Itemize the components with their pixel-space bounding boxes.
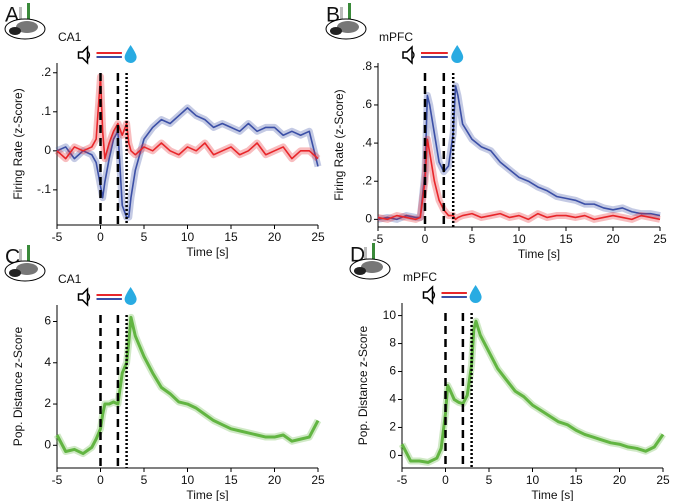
speaker-wave [432, 290, 436, 300]
series-line [56, 75, 319, 160]
brain-region [16, 263, 38, 275]
x-tick-label: 25 [656, 473, 670, 487]
y-tick-label: .2 [41, 65, 51, 79]
speaker-wave [411, 50, 415, 60]
y-tick-label: 0 [365, 212, 372, 226]
electrode-grey [340, 7, 343, 19]
x-tick-label: 15 [569, 473, 583, 487]
region-label: CA1 [58, 30, 82, 44]
x-tick-label: 20 [606, 232, 620, 246]
x-tick-label: 20 [268, 230, 282, 244]
electrode-green [348, 3, 351, 19]
y-tick-label: .8 [362, 59, 372, 73]
x-axis-label: Time [s] [186, 488, 228, 501]
speaker-wave [87, 50, 91, 60]
x-tick-label: 5 [141, 230, 148, 244]
water-drop [451, 45, 464, 63]
x-tick-label: 5 [141, 473, 148, 487]
brain-region [361, 261, 383, 273]
sem-band [53, 313, 322, 458]
x-tick-label: 25 [311, 230, 325, 244]
y-axis-label: Firing Rate (z-Score) [11, 88, 25, 199]
y-tick-label: .1 [41, 104, 51, 118]
series-line [56, 107, 319, 218]
brain-part [354, 267, 366, 275]
electrode-grey [364, 247, 367, 259]
speaker-wave [87, 292, 91, 302]
water-drop [124, 287, 137, 305]
electrode-grey [19, 7, 22, 19]
x-tick-label: 10 [512, 232, 526, 246]
x-tick-label: 20 [268, 473, 282, 487]
x-tick-label: 25 [653, 232, 667, 246]
brain-region [16, 21, 38, 33]
y-tick-label: 2 [389, 420, 396, 434]
water-drop [124, 45, 137, 63]
x-axis-label: Time [s] [531, 488, 573, 501]
water-drop [469, 285, 482, 303]
electrode-green [372, 243, 375, 259]
electrode-green [27, 245, 30, 261]
electrode-grey [19, 249, 22, 261]
y-axis-label: Pop. Distance z-Score [11, 326, 25, 446]
y-tick-label: 4 [44, 355, 51, 369]
region-label: mPFC [379, 30, 413, 44]
y-tick-label: 0 [389, 448, 396, 462]
x-tick-label: -5 [397, 473, 408, 487]
x-tick-label: 20 [613, 473, 627, 487]
brain-region [337, 21, 359, 33]
y-tick-label: 2 [44, 396, 51, 410]
speaker-icon [77, 287, 89, 307]
x-tick-label: 10 [181, 230, 195, 244]
x-tick-label: -5 [52, 230, 63, 244]
y-tick-label: .6 [362, 97, 372, 111]
region-label: CA1 [58, 272, 82, 286]
electrode-green [27, 3, 30, 19]
series-line [377, 138, 661, 221]
y-tick-label: 8 [389, 336, 396, 350]
x-tick-label: -5 [52, 473, 63, 487]
y-axis-label: Firing Rate (z-Score) [332, 89, 346, 200]
x-tick-label: 15 [224, 230, 238, 244]
x-tick-label: 0 [97, 230, 104, 244]
x-tick-label: 10 [181, 473, 195, 487]
brain-part [9, 269, 21, 277]
x-axis-label: Time [s] [186, 245, 228, 259]
y-tick-label: 4 [389, 392, 396, 406]
y-tick-label: -.1 [37, 182, 51, 196]
x-tick-label: 0 [442, 473, 449, 487]
y-tick-label: 10 [383, 308, 397, 322]
y-axis-label: Pop. Distance z-Score [356, 325, 370, 445]
brain-part [330, 27, 342, 35]
x-tick-label: 15 [559, 232, 573, 246]
brain-icon [4, 245, 46, 282]
y-tick-label: .2 [362, 173, 372, 187]
y-tick-label: .4 [362, 135, 372, 149]
speaker-icon [77, 45, 89, 65]
brain-icon [4, 3, 46, 40]
y-tick-label: 0 [44, 437, 51, 451]
y-tick-label: 0 [44, 143, 51, 157]
x-tick-label: 5 [486, 473, 493, 487]
speaker-icon [402, 45, 413, 65]
speaker-icon [422, 285, 434, 305]
y-tick-label: 6 [389, 364, 396, 378]
x-tick-label: 15 [224, 473, 238, 487]
series-line [400, 319, 665, 464]
brain-part [9, 27, 21, 35]
x-tick-label: 10 [526, 473, 540, 487]
x-tick-label: 25 [311, 473, 325, 487]
y-tick-label: 6 [44, 314, 51, 328]
brain-icon [325, 3, 367, 40]
region-label: mPFC [403, 270, 437, 284]
x-tick-label: -5 [373, 232, 384, 246]
brain-icon [349, 243, 391, 280]
x-tick-label: 5 [469, 232, 476, 246]
x-tick-label: 0 [422, 232, 429, 246]
x-tick-label: 0 [97, 473, 104, 487]
x-axis-label: Time [s] [518, 247, 560, 261]
